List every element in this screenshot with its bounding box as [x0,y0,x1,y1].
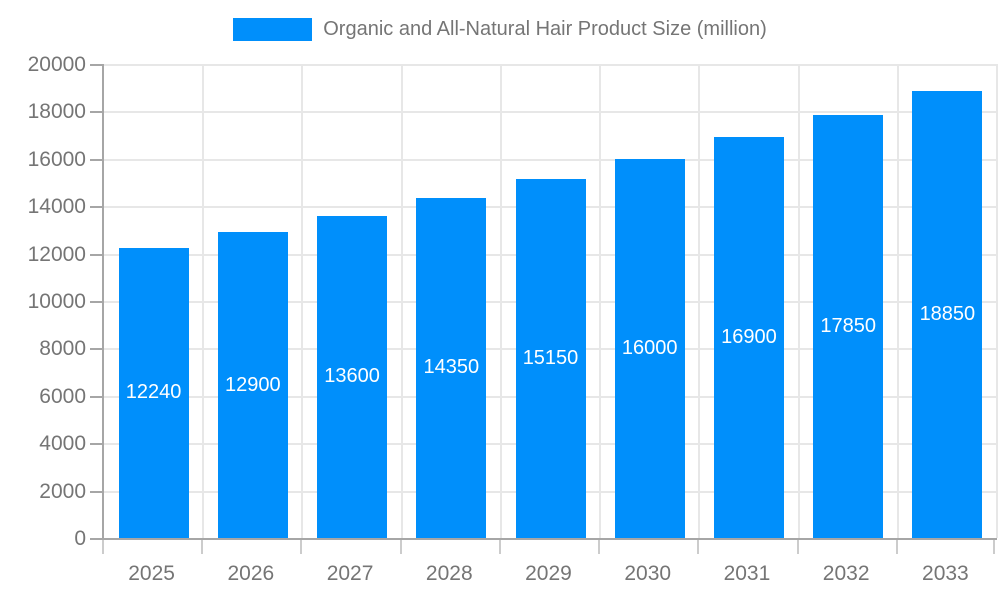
legend[interactable]: Organic and All-Natural Hair Product Siz… [0,18,1000,41]
x-axis-tick [697,540,700,554]
y-axis-tick [90,348,102,351]
bar-value-label: 16900 [721,326,777,349]
bar-value-label: 12240 [125,381,182,404]
bar-value-label: 13600 [324,365,380,388]
gridline-vertical [698,64,701,538]
y-tick-label: 4000 [39,432,86,456]
bar[interactable]: 14350 [416,197,487,538]
y-tick-label: 0 [74,527,86,550]
x-tick-label: 2028 [425,562,473,585]
y-tick-label: 18000 [27,100,86,124]
plot-area: 12240 12900 13600 14350 15150 16000 16900 17850… [102,64,998,540]
y-axis-tick [90,253,102,256]
bar-value-label: 12900 [225,373,281,396]
y-tick-label: 12000 [27,242,86,266]
gridline-vertical [202,64,205,538]
legend-series-marker [233,18,313,41]
x-axis-tick [201,540,204,554]
y-tick-label: 16000 [27,147,86,171]
bar[interactable]: 16000 [614,158,685,538]
x-tick-label: 2029 [525,562,572,585]
gridline-vertical [499,64,502,538]
y-axis-tick [90,443,102,446]
gridline-vertical [797,64,800,538]
y-tick-label: 10000 [27,290,86,313]
x-tick-label: 2030 [624,562,672,585]
bar-value-label: 16000 [621,336,678,359]
gridline-vertical [996,64,998,538]
bar[interactable]: 13600 [317,215,388,538]
y-axis-tick [90,301,102,303]
bar[interactable]: 18850 [912,91,983,538]
y-axis-tick [90,111,102,114]
legend-series-label: Organic and All-Natural Hair Product Siz… [323,18,767,40]
bar-value-label: 17850 [820,314,876,337]
y-axis-tick [90,158,102,161]
x-axis-tick [895,540,898,554]
y-tick-label: 14000 [27,195,86,219]
bar[interactable]: 15150 [515,178,586,538]
bar-value-label: 15150 [522,346,579,369]
x-axis-tick [993,540,995,554]
gridline-horizontal [104,158,997,161]
x-tick-label: 2027 [326,562,374,585]
bar[interactable]: 12240 [118,247,189,538]
gridline-vertical [400,64,403,538]
gridline-vertical [599,64,602,538]
y-axis-tick [90,206,102,209]
gridline-vertical [896,64,899,538]
x-tick-label: 2032 [822,562,870,585]
x-tick-label: 2025 [128,562,175,585]
x-axis-tick [498,540,501,554]
gridline-horizontal [104,111,997,114]
y-tick-label: 20000 [27,53,86,76]
bar[interactable]: 17850 [813,114,884,538]
y-axis-tick [90,538,102,540]
y-tick-label: 6000 [39,384,86,408]
bar[interactable]: 16900 [713,137,784,538]
gridline-vertical [301,64,304,538]
x-axis-tick [796,540,799,554]
x-tick-label: 2031 [723,562,771,585]
x-axis-tick [102,540,104,554]
y-axis-tick [90,395,102,398]
x-tick-label: 2026 [227,562,275,585]
y-tick-label: 8000 [39,337,86,361]
y-axis-tick [90,64,102,66]
x-axis-tick [300,540,303,554]
x-axis-tick [399,540,402,554]
x-tick-label: 2033 [922,562,969,585]
y-tick-label: 2000 [39,479,86,503]
gridline-horizontal [104,64,997,66]
y-axis-tick [90,490,102,493]
bar-value-label: 18850 [919,303,976,326]
x-axis-tick [598,540,601,554]
bar-value-label: 14350 [423,356,480,379]
bar[interactable]: 12900 [217,232,288,538]
